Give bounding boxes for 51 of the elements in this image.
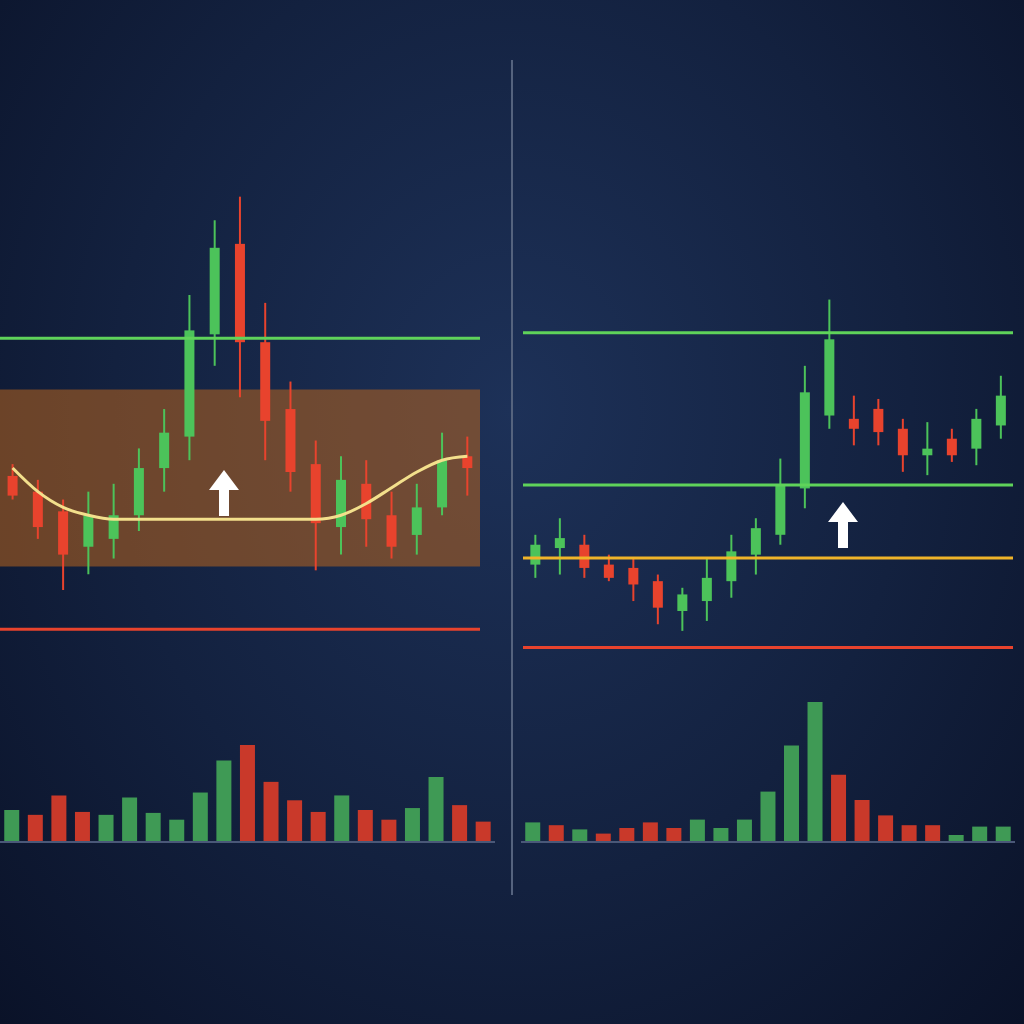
bar bbox=[404, 808, 420, 842]
bar bbox=[239, 745, 255, 842]
bar bbox=[995, 826, 1011, 842]
bar bbox=[122, 797, 138, 842]
bar bbox=[525, 822, 541, 842]
bar bbox=[310, 811, 326, 842]
bar bbox=[572, 829, 588, 842]
bar bbox=[4, 809, 20, 842]
candlestick bbox=[677, 586, 688, 632]
bar bbox=[357, 809, 373, 842]
bar bbox=[736, 819, 752, 842]
bar bbox=[854, 800, 870, 842]
bar bbox=[428, 777, 444, 842]
bar bbox=[666, 828, 682, 842]
candlestick bbox=[554, 517, 565, 576]
bar bbox=[287, 800, 303, 842]
bar bbox=[925, 825, 941, 842]
candlestick bbox=[603, 553, 614, 583]
bar bbox=[169, 819, 185, 842]
bar bbox=[760, 791, 776, 842]
bar bbox=[216, 760, 232, 842]
bar bbox=[619, 828, 635, 842]
bar bbox=[74, 811, 90, 842]
bar bbox=[901, 825, 917, 842]
candlestick bbox=[701, 556, 712, 622]
bar bbox=[548, 825, 564, 842]
candlestick bbox=[922, 421, 933, 477]
bar bbox=[784, 745, 799, 842]
bar bbox=[51, 795, 67, 842]
bar bbox=[27, 814, 43, 842]
candlestick bbox=[628, 556, 639, 603]
bar bbox=[334, 795, 350, 842]
bar bbox=[98, 814, 114, 842]
bar bbox=[972, 826, 988, 842]
bar bbox=[263, 781, 279, 842]
bar bbox=[878, 815, 894, 842]
bar bbox=[475, 821, 491, 842]
candlestick bbox=[946, 427, 957, 463]
bar bbox=[807, 702, 823, 842]
candlestick bbox=[7, 463, 18, 501]
candlestick bbox=[462, 435, 473, 497]
candlestick bbox=[848, 394, 859, 447]
candlestick bbox=[873, 397, 884, 447]
bar bbox=[381, 819, 397, 842]
bar bbox=[689, 819, 705, 842]
bar bbox=[452, 805, 468, 842]
bar bbox=[192, 792, 208, 842]
bar bbox=[713, 828, 729, 842]
bar bbox=[145, 812, 161, 842]
bar bbox=[642, 822, 658, 842]
bar bbox=[831, 774, 847, 842]
